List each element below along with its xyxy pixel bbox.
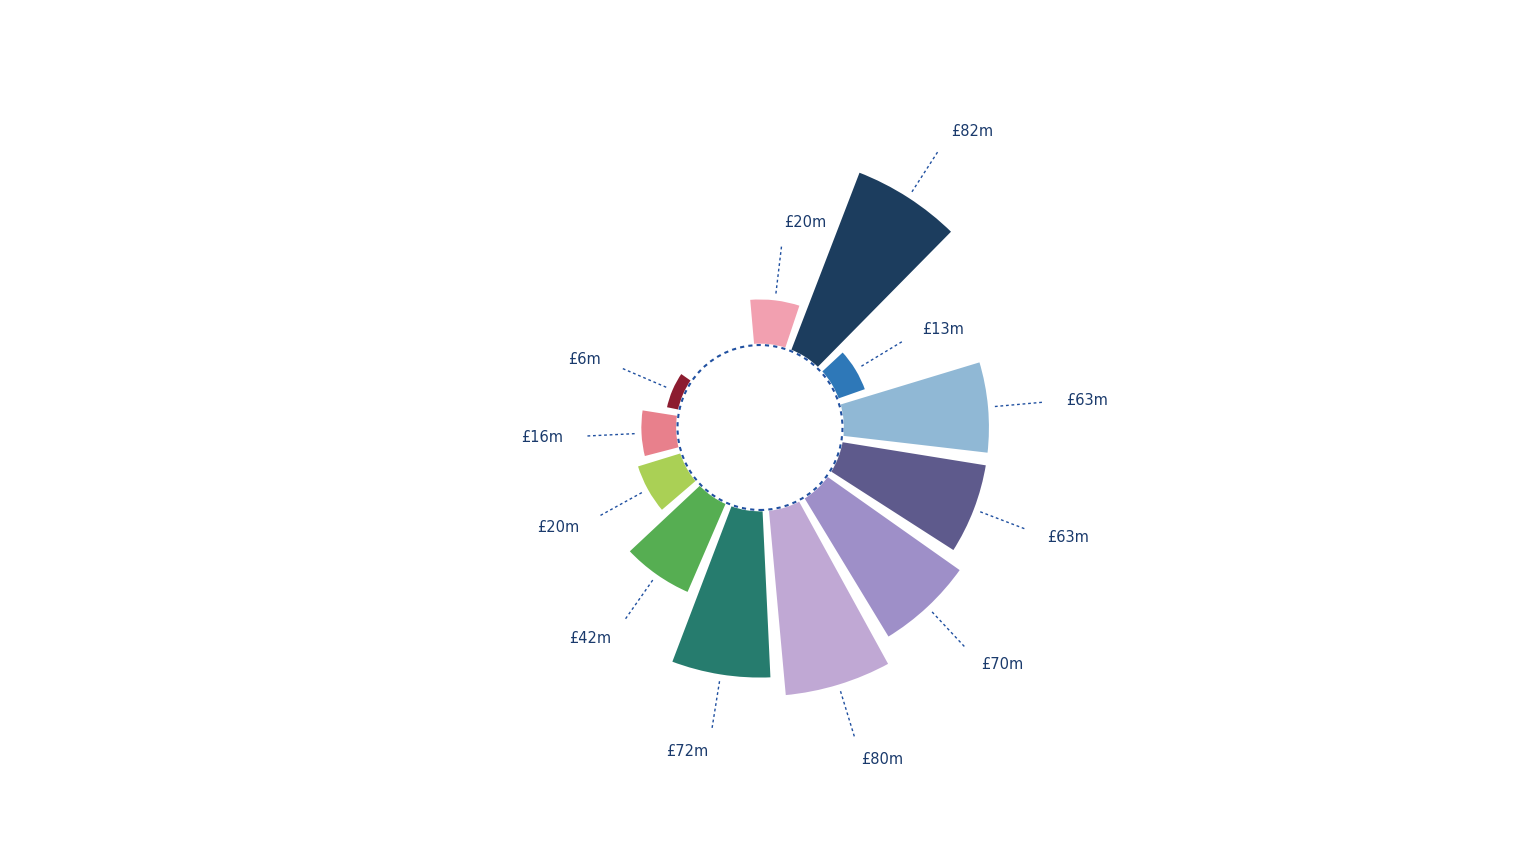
Text: £70m: £70m: [980, 657, 1023, 672]
Wedge shape: [839, 361, 991, 454]
Wedge shape: [666, 372, 693, 411]
Text: £72m: £72m: [666, 745, 708, 759]
Wedge shape: [628, 484, 728, 593]
Wedge shape: [789, 171, 953, 369]
Wedge shape: [749, 298, 801, 350]
Text: £13m: £13m: [923, 321, 965, 337]
Text: £63m: £63m: [1066, 392, 1108, 408]
Text: £42m: £42m: [570, 631, 611, 646]
Text: £16m: £16m: [521, 430, 564, 445]
Wedge shape: [821, 351, 866, 400]
Circle shape: [678, 345, 842, 510]
Wedge shape: [803, 475, 962, 639]
Wedge shape: [768, 500, 891, 697]
Text: £80m: £80m: [862, 752, 903, 767]
Wedge shape: [830, 440, 988, 552]
Wedge shape: [640, 409, 679, 457]
Wedge shape: [637, 451, 698, 512]
Text: £63m: £63m: [1047, 530, 1088, 545]
Text: £6m: £6m: [568, 351, 600, 367]
Text: £20m: £20m: [537, 520, 579, 534]
Text: £82m: £82m: [950, 124, 993, 139]
Text: £20m: £20m: [784, 215, 827, 230]
Wedge shape: [670, 504, 772, 679]
